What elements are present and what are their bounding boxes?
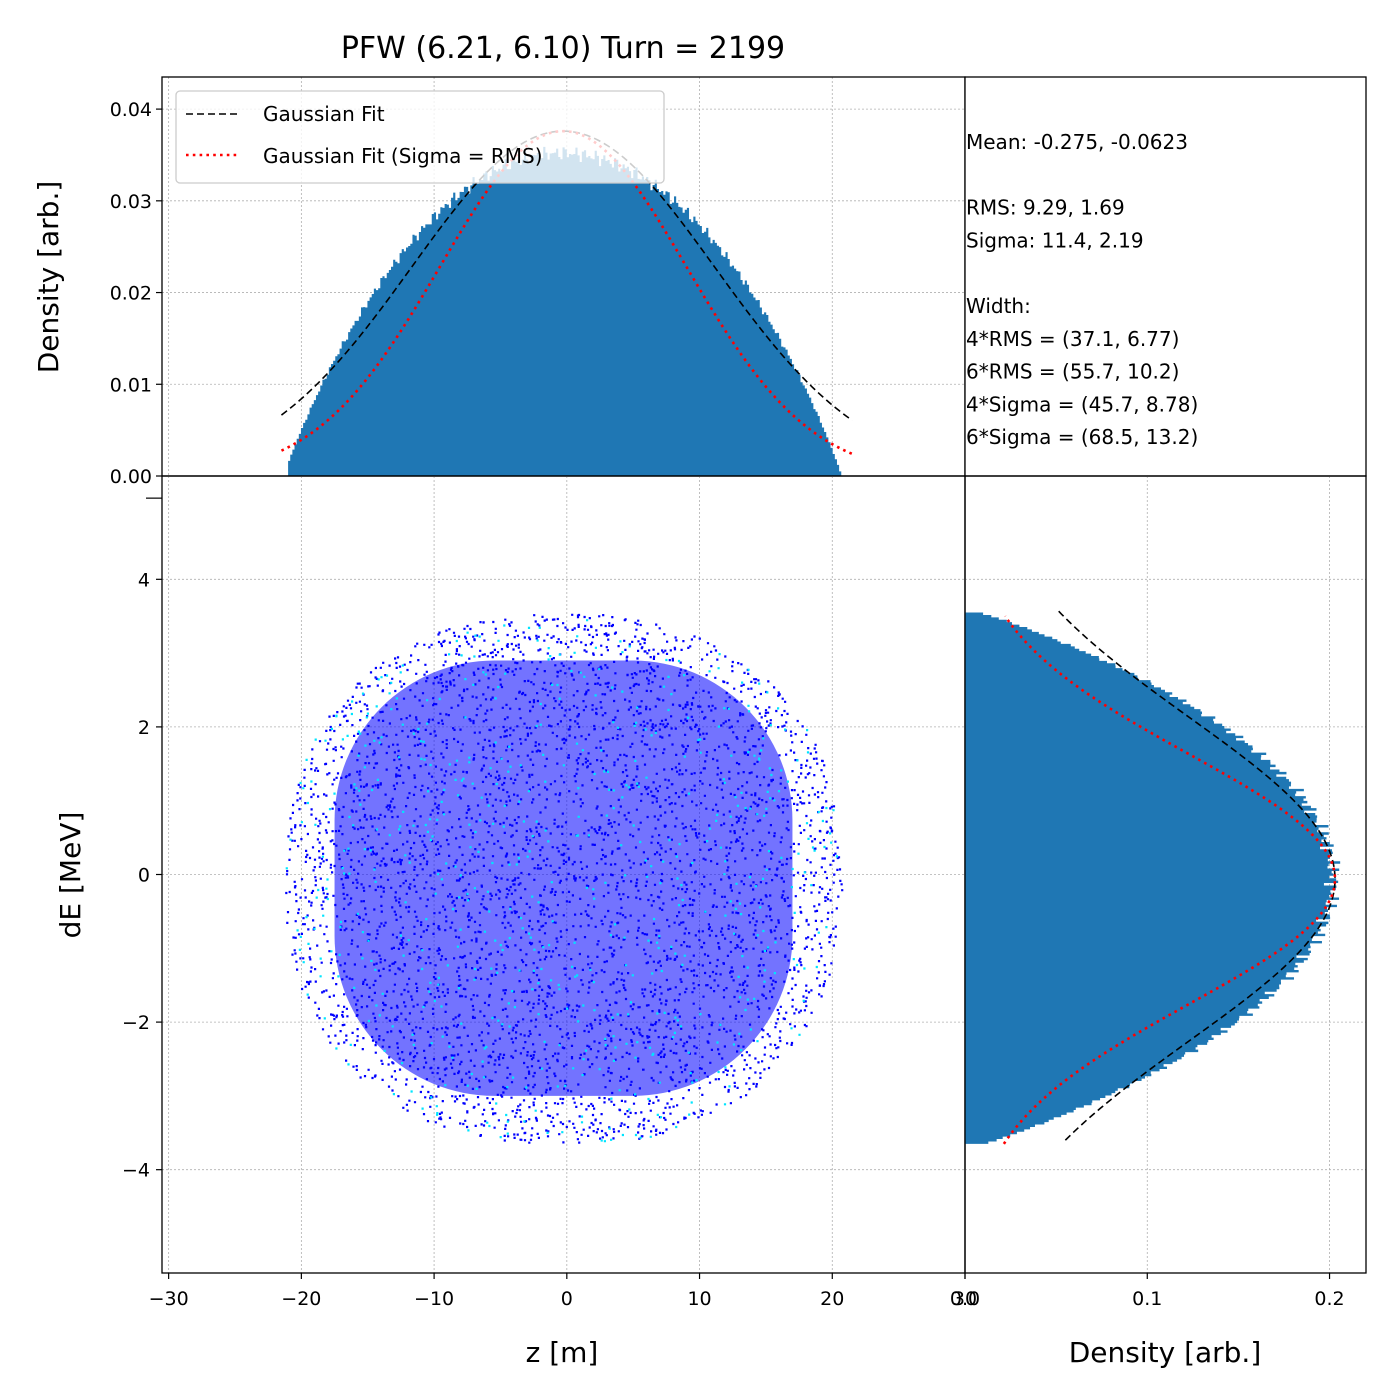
phase-space-scatter (285, 613, 844, 1144)
stats-line: RMS: 9.29, 1.69 (966, 196, 1125, 220)
chart-title: PFW (6.21, 6.10) Turn = 2199 (341, 31, 785, 66)
phase-space-particles (285, 613, 844, 1144)
top-y-axis-label: Density [arb.] (32, 181, 65, 374)
phase-space-density-core (334, 660, 793, 1096)
main-x-tick-label: −20 (281, 1288, 321, 1310)
legend-box (175, 90, 665, 184)
main-y-tick-label: −4 (122, 1160, 150, 1182)
stats-line: 6*RMS = (55.7, 10.2) (966, 360, 1179, 384)
top-y-tick-label: 0.03 (110, 191, 152, 213)
top-gaussian-rms-fit-line (280, 129, 853, 456)
top-y-tick-label: 0.04 (110, 99, 152, 121)
stats-line: 4*RMS = (37.1, 6.77) (966, 327, 1179, 351)
main-x-tick-label: 20 (820, 1288, 844, 1310)
top-histogram-panel: 0.00 0.01 0.02 0.03 0.04 Density [arb.] Gaus… (32, 76, 966, 488)
top-y-tick-label: 0.02 (110, 283, 152, 305)
stats-panel: Mean: -0.275, -0.0623 RMS: 9.29, 1.69 Sigm… (964, 76, 1367, 477)
right-x-ticks: 0.0 0.1 0.2 (950, 1273, 1345, 1310)
legend-label-gaussian-fit: Gaussian Fit (263, 102, 385, 126)
right-panel-frame (964, 475, 1367, 1274)
top-y-tick-label: 0.00 (110, 466, 152, 488)
main-x-tick-label: 0 (561, 1288, 573, 1310)
stats-line: Width: (966, 294, 1031, 318)
right-x-tick-label: 0.0 (950, 1288, 980, 1310)
right-x-axis-label: Density [arb.] (1069, 1336, 1262, 1369)
main-y-axis-label: dE [MeV] (54, 812, 87, 939)
top-y-ticks: 0.00 0.01 0.02 0.03 0.04 (110, 99, 162, 488)
main-y-ticks: −4 −2 0 2 4 (122, 497, 162, 1182)
stats-text: Mean: -0.275, -0.0623 RMS: 9.29, 1.69 Sigm… (966, 130, 1198, 449)
main-x-tick-label: −30 (149, 1288, 189, 1310)
legend-label-gaussian-rms: Gaussian Fit (Sigma = RMS) (263, 144, 543, 168)
right-gaussian-rms-fit-line (1002, 615, 1337, 1145)
top-histogram-bar-set (288, 146, 846, 476)
stats-line: Sigma: 11.4, 2.19 (966, 228, 1144, 252)
legend: Gaussian Fit Gaussian Fit (Sigma = RMS) (175, 90, 665, 184)
right-histogram-panel: 0.0 0.1 0.2 Density [arb.] (950, 475, 1367, 1369)
stats-line: 6*Sigma = (68.5, 13.2) (966, 425, 1198, 449)
main-x-tick-label: 10 (687, 1288, 711, 1310)
main-y-tick-label: −2 (122, 1012, 150, 1034)
main-y-tick-label: 4 (138, 569, 150, 591)
top-y-tick-label: 0.01 (110, 374, 152, 396)
main-x-ticks: −30 −20 −10 0 10 20 30 (149, 1273, 977, 1310)
main-y-tick-label: 2 (138, 717, 150, 739)
right-histogram-bars (965, 612, 1341, 1144)
top-histogram-bars (288, 146, 846, 476)
stats-line: 4*Sigma = (45.7, 8.78) (966, 392, 1198, 416)
right-x-tick-label: 0.2 (1314, 1288, 1344, 1310)
right-x-tick-label: 0.1 (1132, 1288, 1162, 1310)
stats-line: Mean: -0.275, -0.0623 (966, 130, 1188, 154)
main-x-tick-label: −10 (414, 1288, 454, 1310)
stats-panel-frame (964, 76, 1367, 477)
right-histogram-bar-set (965, 612, 1341, 1144)
main-x-tick-label: 30 (953, 1288, 977, 1310)
main-x-axis-label: z [m] (526, 1336, 599, 1369)
main-y-tick-label: 0 (138, 865, 150, 887)
